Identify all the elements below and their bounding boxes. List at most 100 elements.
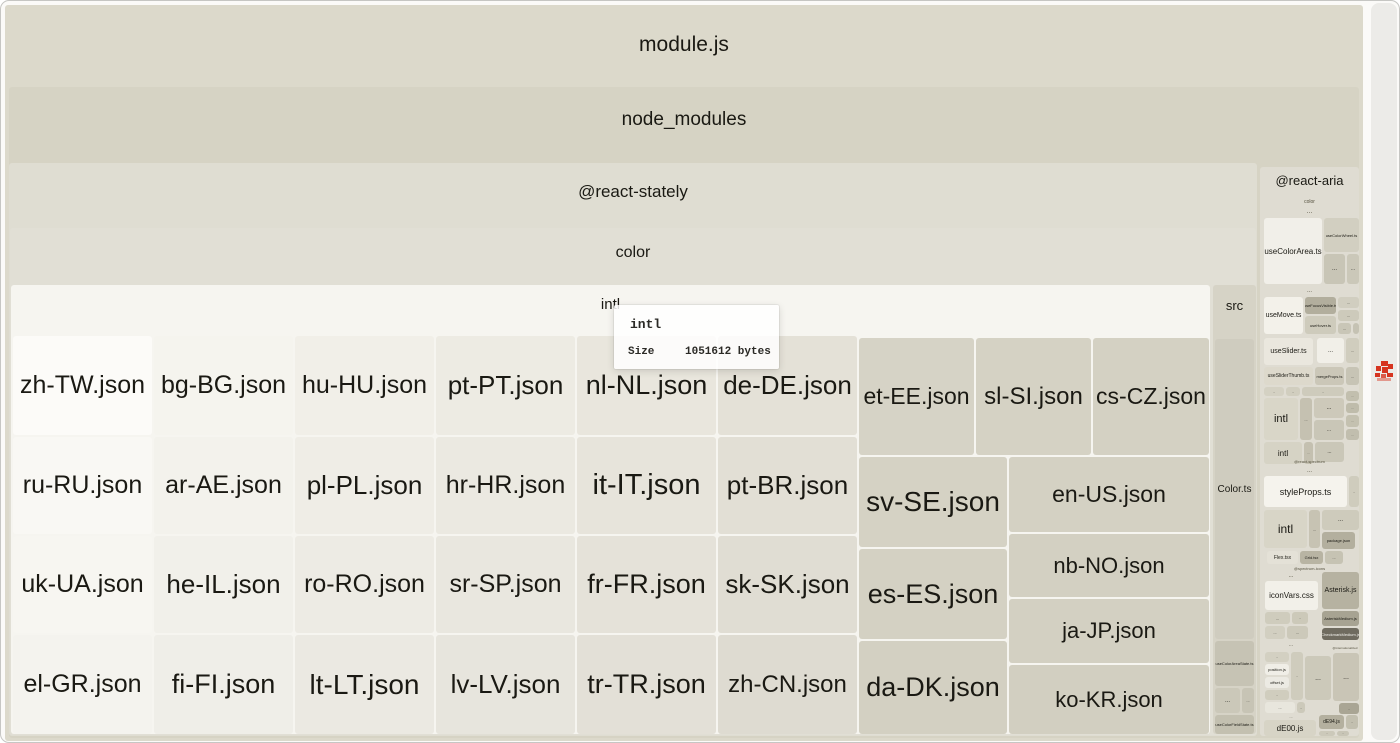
treemap-tile-usecolorwheel-ts[interactable]: useColorWheel.ts — [1324, 218, 1359, 252]
treemap-caption-ellipsis[interactable]: ... — [1260, 207, 1359, 216]
treemap-tile-usecolorarea-ts[interactable]: useColorArea.ts — [1264, 218, 1322, 284]
treemap-tile-asteriskmedium-js[interactable]: AsteriskMedium.js — [1322, 611, 1359, 626]
treemap-tile-da-dk-json[interactable]: da-DK.json — [859, 641, 1007, 734]
treemap-caption-internationalized[interactable]: @internationalized — [1331, 644, 1359, 651]
treemap-tile-ellipsis[interactable]: ... — [1337, 731, 1349, 736]
treemap-tile-de00-js[interactable]: dE00.js — [1264, 720, 1316, 736]
treemap-tile-ellipsis[interactable]: ... — [1215, 688, 1240, 713]
treemap-tile-checkmarkmedium-js[interactable]: CheckmarkMedium.js — [1322, 628, 1359, 640]
red-blocks-icon[interactable] — [1375, 361, 1393, 381]
treemap-tile-ellipsis[interactable]: ... — [1338, 323, 1351, 334]
treemap-tile-usehover-ts[interactable]: useHover.ts — [1305, 316, 1336, 334]
treemap-tile-useslider-ts[interactable]: useSlider.ts — [1264, 338, 1313, 365]
treemap-tile-ellipsis[interactable]: ... — [1304, 442, 1313, 464]
treemap-tile-zh-tw-json[interactable]: zh-TW.json — [13, 336, 152, 435]
treemap-tile-ellipsis[interactable]: ... — [1265, 626, 1285, 639]
treemap-tile-ellipsis[interactable]: ... — [1265, 612, 1290, 624]
treemap-tile-usesliderthumb-ts[interactable]: useSliderThumb.ts — [1264, 367, 1313, 385]
treemap-tile-ellipsis[interactable]: ... — [1339, 703, 1359, 714]
treemap-tile-ellipsis[interactable]: ... — [1346, 429, 1359, 440]
treemap-tile-hu-hu-json[interactable]: hu-HU.json — [295, 336, 434, 435]
treemap-tile-fi-fi-json[interactable]: fi-FI.json — [154, 635, 293, 734]
treemap-tile-ellipsis[interactable]: ... — [1265, 652, 1289, 662]
treemap-tile-ar-ae-json[interactable]: ar-AE.json — [154, 437, 293, 534]
treemap-tile-ru-ru-json[interactable]: ru-RU.json — [13, 437, 152, 534]
treemap-tile-en-us-json[interactable]: en-US.json — [1009, 457, 1209, 532]
treemap-tile-package-json[interactable]: package.json — [1322, 532, 1355, 549]
treemap-tile-tr-tr-json[interactable]: tr-TR.json — [577, 635, 716, 734]
treemap-tile-bg-bg-json[interactable]: bg-BG.json — [154, 336, 293, 435]
treemap-tile-ellipsis[interactable]: ... — [1265, 690, 1289, 700]
treemap-caption-ellipsis[interactable]: ... — [1260, 713, 1322, 720]
treemap-tile-sk-sk-json[interactable]: sk-SK.json — [718, 536, 857, 633]
treemap-caption-ellipsis[interactable]: ... — [1260, 572, 1322, 580]
treemap-tile-ellipsis[interactable]: ... — [1242, 688, 1254, 713]
treemap-tile-usecolorfieldstate-ts[interactable]: useColorFieldState.ts — [1215, 715, 1254, 734]
treemap-tile-sl-si-json[interactable]: sl-SI.json — [976, 338, 1091, 455]
treemap-tile-ellipsis[interactable]: ... — [1346, 391, 1359, 401]
treemap-tile-ellipsis[interactable]: ... — [1319, 731, 1335, 736]
treemap-tile-ellipsis[interactable]: ... — [1324, 254, 1345, 284]
treemap-tile-ellipsis[interactable]: ... — [1333, 653, 1359, 701]
treemap-tile-ellipsis[interactable]: ... — [1264, 387, 1284, 396]
treemap-tile-usefocusvisible-ts[interactable]: useFocusVisible.ts — [1305, 297, 1336, 314]
treemap-tile-ellipsis[interactable]: ... — [1300, 398, 1312, 440]
treemap-tile-ja-jp-json[interactable]: ja-JP.json — [1009, 599, 1209, 663]
treemap-tile-ellipsis[interactable]: ... — [1347, 254, 1359, 284]
treemap-tile-position-js[interactable]: position.js — [1265, 664, 1289, 675]
treemap-tile-usecolorareastate-ts[interactable]: useColorAreaState.ts — [1215, 641, 1254, 686]
treemap-caption-ellipsis[interactable]: ... — [1260, 286, 1359, 295]
treemap-caption-ellipsis[interactable]: ... — [1260, 641, 1322, 649]
treemap-tile-de94-js[interactable]: dE94.js — [1319, 715, 1344, 729]
treemap-tile-styleprops-ts[interactable]: styleProps.ts — [1264, 476, 1347, 507]
treemap-tile-lt-lt-json[interactable]: lt-LT.json — [295, 635, 434, 734]
treemap-tile-ellipsis[interactable]: ... — [1314, 398, 1344, 418]
treemap-tile-pl-pl-json[interactable]: pl-PL.json — [295, 437, 434, 534]
treemap-tile-offset-js[interactable]: offset.js — [1265, 677, 1289, 688]
treemap-tile-color-ts[interactable]: Color.ts — [1215, 339, 1254, 639]
treemap-tile-sr-sp-json[interactable]: sr-SP.json — [436, 536, 575, 633]
treemap-tile-iconvars-css[interactable]: iconVars.css — [1265, 581, 1318, 610]
treemap-tile-intl[interactable]: intl — [1264, 510, 1307, 548]
treemap-tile-ellipsis[interactable]: ... — [1287, 626, 1308, 639]
treemap-tile-pt-pt-json[interactable]: pt-PT.json — [436, 336, 575, 435]
treemap-tile-nb-no-json[interactable]: nb-NO.json — [1009, 534, 1209, 597]
treemap-tile-sv-se-json[interactable]: sv-SE.json — [859, 457, 1007, 547]
treemap-tile-ellipsis[interactable]: ... — [1302, 387, 1344, 396]
treemap-tile-pt-br-json[interactable]: pt-BR.json — [718, 437, 857, 534]
treemap-tile-ellipsis[interactable] — [1353, 323, 1359, 334]
treemap-tile-ellipsis[interactable]: ... — [1291, 652, 1303, 700]
treemap-tile-ellipsis[interactable]: ... — [1346, 415, 1359, 427]
treemap-tile-intl[interactable]: intl — [1264, 442, 1302, 464]
treemap-tile-he-il-json[interactable]: he-IL.json — [154, 536, 293, 633]
treemap-caption-spectrum-icons[interactable]: @spectrum-icons — [1260, 564, 1359, 572]
treemap-tile-cs-cz-json[interactable]: cs-CZ.json — [1093, 338, 1209, 455]
treemap-tile-ellipsis[interactable]: ... — [1305, 656, 1331, 700]
treemap-tile-ellipsis[interactable]: ... — [1292, 612, 1308, 624]
treemap-tile-ellipsis[interactable]: ... — [1338, 310, 1359, 321]
treemap-tile-et-ee-json[interactable]: et-EE.json — [859, 338, 974, 455]
treemap-tile-ellipsis[interactable]: ... — [1265, 702, 1295, 713]
treemap-tile-ko-kr-json[interactable]: ko-KR.json — [1009, 665, 1209, 734]
treemap-tile-ellipsis[interactable]: ... — [1346, 715, 1358, 729]
treemap-caption-ellipsis[interactable]: ... — [1260, 467, 1359, 475]
treemap-tile-ellipsis[interactable]: ... — [1349, 476, 1359, 507]
treemap-tile-ellipsis[interactable]: ... — [1314, 420, 1344, 440]
treemap-tile-ellipsis[interactable]: ... — [1309, 510, 1320, 548]
treemap-caption-react-spectrum[interactable]: @react-spectrum — [1260, 457, 1359, 465]
treemap-tile-ellipsis[interactable]: ... — [1315, 442, 1344, 462]
treemap-tile-ellipsis[interactable]: ... — [1346, 338, 1359, 363]
treemap-tile-uk-ua-json[interactable]: uk-UA.json — [13, 536, 152, 633]
treemap-tile-grid-tsx[interactable]: Grid.tsx — [1300, 551, 1323, 564]
treemap-tile-ellipsis[interactable]: ... — [1338, 297, 1359, 308]
treemap-tile-el-gr-json[interactable]: el-GR.json — [13, 635, 152, 734]
treemap-tile-es-es-json[interactable]: es-ES.json — [859, 549, 1007, 639]
treemap-tile-intl[interactable]: intl — [1264, 398, 1298, 440]
treemap-tile-lv-lv-json[interactable]: lv-LV.json — [436, 635, 575, 734]
treemap-tile-ro-ro-json[interactable]: ro-RO.json — [295, 536, 434, 633]
treemap-tile-ellipsis[interactable]: ... — [1286, 387, 1300, 396]
treemap-tile-ellipsis[interactable]: ... — [1346, 367, 1359, 385]
treemap-tile-ellipsis[interactable]: ... — [1346, 403, 1359, 413]
treemap-tile-flex-tsx[interactable]: Flex.tsx — [1267, 551, 1298, 564]
treemap-tile-it-it-json[interactable]: it-IT.json — [577, 437, 716, 534]
